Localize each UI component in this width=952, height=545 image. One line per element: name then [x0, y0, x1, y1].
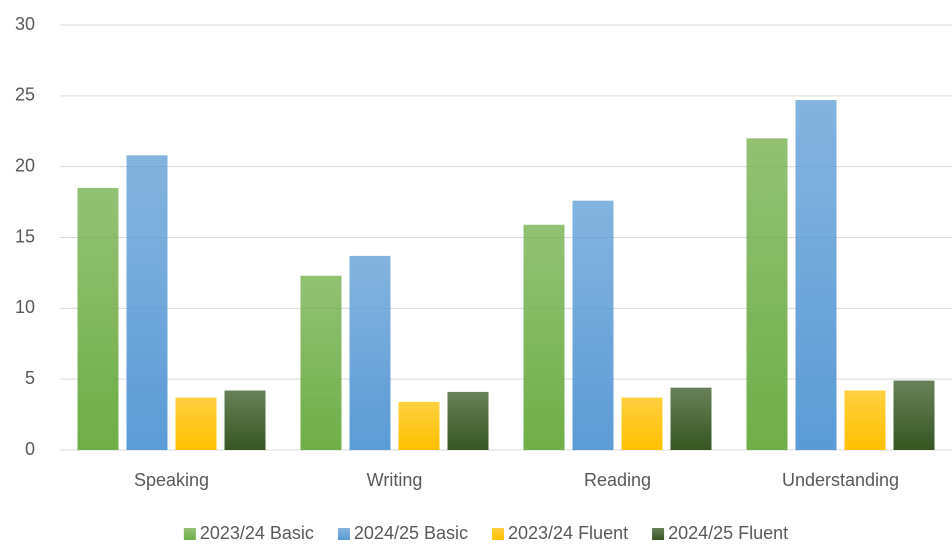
y-tick-label: 25	[15, 85, 35, 105]
x-tick-label: Writing	[367, 470, 423, 490]
legend-label: 2024/25 Basic	[354, 523, 468, 543]
legend-swatch	[183, 528, 196, 540]
legend-label: 2023/24 Basic	[200, 523, 314, 543]
y-tick-label: 15	[15, 226, 35, 246]
legend-swatch	[652, 528, 665, 540]
bar	[349, 255, 391, 450]
bar	[523, 224, 565, 450]
bar	[670, 387, 712, 450]
x-tick-label: Reading	[584, 470, 651, 490]
y-tick-label: 5	[25, 368, 35, 388]
bar	[175, 397, 217, 450]
legend-swatch	[337, 528, 350, 540]
bar	[77, 187, 119, 450]
bar	[224, 390, 266, 450]
y-tick-label: 0	[25, 439, 35, 459]
legend-swatch	[492, 528, 504, 540]
y-tick-label: 10	[15, 297, 35, 317]
bar	[300, 275, 342, 450]
bar	[746, 138, 788, 451]
x-tick-label: Speaking	[134, 470, 209, 490]
bar	[398, 401, 440, 450]
bar	[621, 397, 663, 450]
bar	[795, 100, 837, 450]
bar	[844, 390, 886, 450]
y-tick-label: 30	[15, 14, 35, 34]
bar	[126, 155, 168, 451]
legend-label: 2024/25 Fluent	[668, 523, 788, 543]
legend-label: 2023/24 Fluent	[508, 523, 628, 543]
x-tick-label: Understanding	[782, 470, 899, 490]
bar	[447, 391, 489, 450]
bar	[893, 380, 935, 450]
bar	[572, 200, 614, 450]
y-tick-label: 20	[15, 155, 35, 175]
